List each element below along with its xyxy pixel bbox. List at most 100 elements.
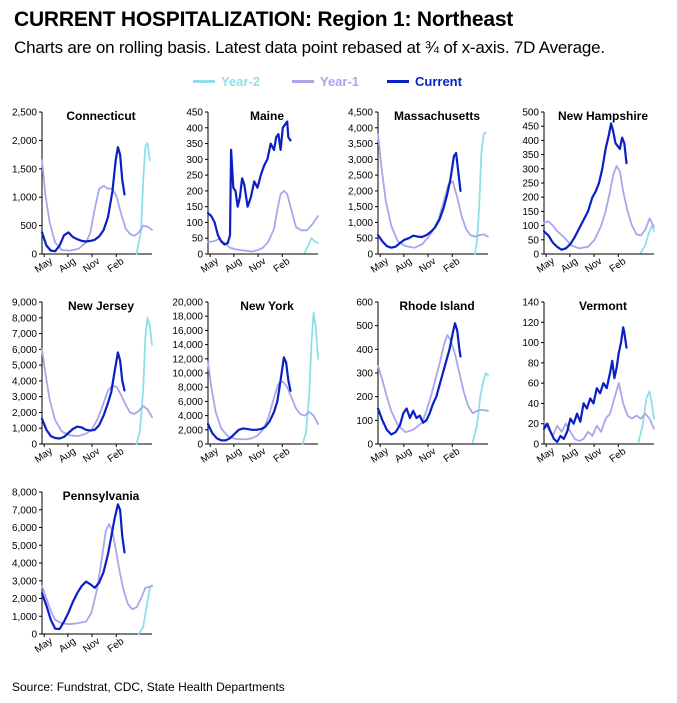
new-york-y-tick-label: 14,000: [172, 340, 203, 351]
panel-pennsylvania: 0 1,000 2,000 3,000 4,000 5,000 6,000 7,000 8,00…: [0, 484, 160, 666]
massachusetts-x-tick-label: Feb: [442, 256, 463, 275]
new-jersey-x-tick-label: Nov: [81, 446, 102, 465]
new-hampshire-y-tick-label: 200: [522, 193, 539, 204]
connecticut-y-tick-label: 1,000: [12, 193, 37, 204]
chart-legend: Year-2 Year-1 Current: [0, 72, 677, 90]
vermont-y-tick-label: 100: [522, 338, 539, 349]
new-hampshire-y-tick-label: 400: [522, 136, 539, 147]
massachusetts-y-tick-label: 1,500: [348, 202, 373, 213]
new-hampshire-y-tick-label: 100: [522, 221, 539, 232]
panel-new-york: 0 2,000 4,000 6,000 8,000 10,000 12,000 14,000 1…: [166, 294, 326, 476]
new-york-y-tick-label: 12,000: [172, 354, 203, 365]
new-jersey-y-tick-label: 8,000: [12, 313, 37, 324]
new-hampshire-x-tick-label: Feb: [608, 256, 629, 275]
panel-new-jersey: 0 1,000 2,000 3,000 4,000 5,000 6,000 7,000 8,00…: [0, 294, 160, 476]
new-jersey-series-year-1: [41, 348, 153, 438]
vermont-series-year-2: [637, 390, 655, 443]
new-jersey-x-tick-label: Feb: [106, 446, 127, 465]
vermont-y-tick-label: 40: [528, 399, 540, 410]
connecticut-y-tick-label: 2,000: [12, 136, 37, 147]
rhode-island-series-current: [376, 322, 462, 436]
new-york-y-tick-label: 0: [197, 440, 203, 451]
new-york-chart-title: New York: [240, 299, 294, 313]
pennsylvania-y-tick-label: 6,000: [12, 523, 37, 534]
pennsylvania-series-year-1: [41, 523, 153, 626]
panel-new-hampshire: 0 50 100 150 200 250 300 350 400 450 500 May Aug Nov F…: [502, 104, 662, 286]
rhode-island-y-tick-label: 600: [356, 298, 373, 309]
chart-new-jersey: 0 1,000 2,000 3,000 4,000 5,000 6,000 7,000 8,00…: [12, 298, 153, 466]
pennsylvania-y-tick-label: 5,000: [12, 541, 37, 552]
rhode-island-x-tick-label: Feb: [442, 446, 463, 465]
vermont-y-tick-label: 60: [528, 379, 540, 390]
chart-new-york: 0 2,000 4,000 6,000 8,000 10,000 12,000 14,000 1…: [172, 298, 319, 466]
pennsylvania-y-tick-label: 1,000: [12, 612, 37, 623]
connecticut-x-tick-label: Aug: [57, 256, 78, 275]
new-york-y-tick-label: 8,000: [178, 383, 203, 394]
connecticut-x-tick-label: Feb: [106, 256, 127, 275]
new-york-x-tick-label: Aug: [223, 446, 244, 465]
new-jersey-series-year-2: [135, 316, 153, 445]
legend-label-current: Current: [415, 73, 462, 89]
new-york-y-tick-label: 20,000: [172, 298, 203, 309]
panel-vermont: 0 20 40 60 80 100 120 140 May Aug Nov Feb Vermont: [502, 294, 662, 476]
new-york-y-tick-label: 10,000: [172, 369, 203, 380]
maine-y-tick-label: 200: [186, 186, 203, 197]
new-hampshire-series-current: [542, 122, 628, 251]
pennsylvania-y-tick-label: 3,000: [12, 576, 37, 587]
pennsylvania-x-tick-label: Feb: [106, 636, 127, 655]
panel-connecticut: 0 500 1,000 1,500 2,000 2,500 May Aug Nov Feb Conn…: [0, 104, 160, 286]
vermont-y-tick-label: 80: [528, 358, 540, 369]
pennsylvania-x-tick-label: Nov: [81, 636, 102, 655]
new-hampshire-x-tick-label: Nov: [583, 256, 604, 275]
new-jersey-y-tick-label: 4,000: [12, 376, 37, 387]
new-york-series-year-2: [301, 311, 319, 445]
new-hampshire-y-tick-label: 150: [522, 207, 539, 218]
massachusetts-y-tick-label: 3,000: [348, 155, 373, 166]
panel-rhode-island: 0 100 200 300 400 500 600 May Aug Nov Feb Rhode Isl…: [336, 294, 496, 476]
pennsylvania-x-tick-label: Aug: [57, 636, 78, 655]
vermont-series-current: [542, 326, 628, 444]
maine-y-tick-label: 350: [186, 139, 203, 150]
massachusetts-y-tick-label: 500: [356, 234, 373, 245]
new-york-x-tick-label: Nov: [247, 446, 268, 465]
pennsylvania-series-year-2: [137, 584, 153, 635]
new-hampshire-series-year-1: [543, 165, 655, 250]
maine-y-tick-label: 0: [197, 250, 203, 261]
pennsylvania-y-tick-label: 2,000: [12, 594, 37, 605]
maine-y-tick-label: 250: [186, 171, 203, 182]
massachusetts-y-tick-label: 2,500: [348, 171, 373, 182]
maine-y-tick-label: 150: [186, 202, 203, 213]
maine-y-tick-label: 50: [192, 234, 204, 245]
massachusetts-y-tick-label: 4,500: [348, 108, 373, 119]
massachusetts-y-tick-label: 0: [367, 250, 373, 261]
connecticut-series-current: [40, 146, 126, 253]
connecticut-y-tick-label: 500: [20, 221, 37, 232]
maine-x-tick-label: Feb: [272, 256, 293, 275]
new-hampshire-y-tick-label: 450: [522, 122, 539, 133]
new-jersey-y-tick-label: 0: [31, 440, 37, 451]
pennsylvania-y-tick-label: 0: [31, 630, 37, 641]
vermont-chart-title: Vermont: [579, 299, 627, 313]
maine-x-tick-label: Aug: [223, 256, 244, 275]
massachusetts-series-year-2: [473, 131, 487, 255]
new-jersey-y-tick-label: 3,000: [12, 392, 37, 403]
new-jersey-x-tick-label: Aug: [57, 446, 78, 465]
legend-item-year-1: Year-1: [292, 72, 359, 90]
massachusetts-y-tick-label: 3,500: [348, 139, 373, 150]
maine-y-tick-label: 400: [186, 123, 203, 134]
chart-pennsylvania: 0 1,000 2,000 3,000 4,000 5,000 6,000 7,000 8,00…: [12, 488, 153, 656]
new-jersey-y-tick-label: 7,000: [12, 329, 37, 340]
new-hampshire-y-tick-label: 50: [528, 235, 540, 246]
vermont-x-tick-label: Aug: [559, 446, 580, 465]
rhode-island-y-tick-label: 500: [356, 321, 373, 332]
rhode-island-series-year-2: [471, 372, 489, 444]
new-york-x-tick-label: Feb: [272, 446, 293, 465]
pennsylvania-y-tick-label: 7,000: [12, 505, 37, 516]
rhode-island-x-tick-label: Aug: [393, 446, 414, 465]
source-note: Source: Fundstrat, CDC, State Health Dep…: [12, 680, 285, 694]
new-jersey-series-current: [40, 351, 126, 440]
chart-massachusetts: 0 500 1,000 1,500 2,000 2,500 3,000 3,500 4,000 4…: [348, 108, 489, 276]
